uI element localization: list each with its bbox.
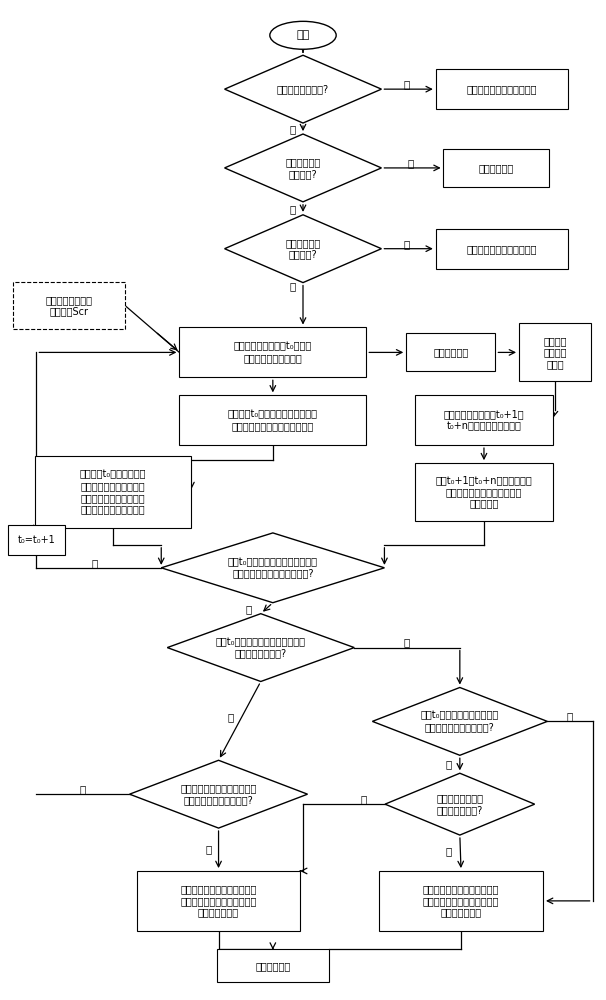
Text: 设置配电变压器的
调容定值Scr: 设置配电变压器的 调容定值Scr bbox=[45, 295, 93, 316]
Text: 是否满足从大容量工作方式切
换到小容量工作方式条件?: 是否满足从大容量工作方式切 换到小容量工作方式条件? bbox=[181, 783, 257, 805]
Text: 当前t₀时刻实时负荷小容量过
载状态电平是否为高电平?: 当前t₀时刻实时负荷小容量过 载状态电平是否为高电平? bbox=[421, 711, 499, 732]
FancyBboxPatch shape bbox=[8, 525, 65, 555]
Text: 是: 是 bbox=[404, 638, 410, 648]
Text: 当前t₀时刻调容开关实时状态电平
是否与实事负荷状态电平相等?: 当前t₀时刻调容开关实时状态电平 是否与实事负荷状态电平相等? bbox=[228, 557, 318, 579]
FancyBboxPatch shape bbox=[13, 282, 125, 329]
Text: 进行负荷预测，得到t₀+1至
t₀+n时刻的负荷预测结果: 进行负荷预测，得到t₀+1至 t₀+n时刻的负荷预测结果 bbox=[444, 409, 524, 431]
Polygon shape bbox=[225, 215, 381, 283]
Text: 切换有载调容开关，将配电变
压器从小容量工作方式切换到
大容量工作方式: 切换有载调容开关，将配电变 压器从小容量工作方式切换到 大容量工作方式 bbox=[423, 884, 499, 917]
Text: 当前t₀时刻有载调容开关实时状态
电平是否为低电平?: 当前t₀时刻有载调容开关实时状态 电平是否为低电平? bbox=[216, 637, 306, 658]
Polygon shape bbox=[225, 134, 381, 202]
Polygon shape bbox=[385, 773, 534, 835]
Polygon shape bbox=[161, 533, 384, 603]
FancyBboxPatch shape bbox=[137, 871, 300, 931]
FancyBboxPatch shape bbox=[436, 229, 568, 269]
FancyBboxPatch shape bbox=[35, 456, 191, 528]
FancyBboxPatch shape bbox=[436, 69, 568, 109]
FancyBboxPatch shape bbox=[443, 149, 549, 187]
FancyBboxPatch shape bbox=[217, 949, 328, 982]
FancyBboxPatch shape bbox=[179, 395, 367, 445]
Text: 是: 是 bbox=[290, 282, 296, 292]
FancyBboxPatch shape bbox=[179, 327, 367, 377]
Text: 记录负荷变化: 记录负荷变化 bbox=[433, 347, 468, 357]
Text: 综合控制终端闭锁记录故障: 综合控制终端闭锁记录故障 bbox=[467, 84, 538, 94]
Text: 否: 否 bbox=[227, 712, 234, 722]
Text: 上电自检是否出错?: 上电自检是否出错? bbox=[277, 84, 329, 94]
Text: 否: 否 bbox=[446, 759, 452, 769]
Polygon shape bbox=[225, 55, 381, 123]
FancyBboxPatch shape bbox=[406, 333, 496, 371]
Text: 否: 否 bbox=[290, 204, 296, 214]
Ellipse shape bbox=[270, 21, 336, 49]
Text: 否: 否 bbox=[290, 124, 296, 134]
Text: 是: 是 bbox=[360, 794, 367, 804]
Text: 保存至历
史数据存
储器中: 保存至历 史数据存 储器中 bbox=[544, 336, 567, 369]
Text: 是否满足保持小容
量工作方式条件?: 是否满足保持小容 量工作方式条件? bbox=[436, 793, 484, 815]
Text: 生成当前t₀时刻实时负荷状态电平
和实时负荷小容量过载状态电平: 生成当前t₀时刻实时负荷状态电平 和实时负荷小容量过载状态电平 bbox=[228, 409, 318, 431]
FancyBboxPatch shape bbox=[415, 463, 553, 521]
Text: 生成t₀+1至t₀+n时刻预测负荷
状态电平和预测负荷小容量过
载状态电平: 生成t₀+1至t₀+n时刻预测负荷 状态电平和预测负荷小容量过 载状态电平 bbox=[436, 475, 532, 509]
Text: 是: 是 bbox=[404, 79, 410, 89]
Text: 否: 否 bbox=[404, 239, 410, 249]
FancyBboxPatch shape bbox=[379, 871, 543, 931]
Text: 否: 否 bbox=[80, 784, 86, 794]
Text: 综合控制终端闭锁记录故障: 综合控制终端闭锁记录故障 bbox=[467, 244, 538, 254]
FancyBboxPatch shape bbox=[519, 323, 591, 381]
Text: 否: 否 bbox=[245, 604, 252, 614]
Text: 是: 是 bbox=[92, 558, 98, 568]
Text: 记录调容动作: 记录调容动作 bbox=[255, 961, 290, 971]
Text: 开始: 开始 bbox=[296, 30, 310, 40]
Text: 是: 是 bbox=[205, 844, 211, 854]
Text: 是: 是 bbox=[407, 158, 413, 168]
Text: 是: 是 bbox=[567, 711, 573, 721]
Text: 切换有载调容开关，将配电变
压器从大容量工作方式切换到
小容量工作方式: 切换有载调容开关，将配电变 压器从大容量工作方式切换到 小容量工作方式 bbox=[181, 884, 257, 917]
FancyBboxPatch shape bbox=[415, 395, 553, 445]
Polygon shape bbox=[167, 614, 355, 681]
Text: 否: 否 bbox=[446, 846, 452, 856]
Polygon shape bbox=[372, 687, 547, 755]
Text: 三相电压相序
是否正常?: 三相电压相序 是否正常? bbox=[285, 238, 321, 259]
Text: 生成当前t₀时刻调容开关
实时状态电平，开关处于
大容量位置为高电平，开
关为小容量位置为低电平: 生成当前t₀时刻调容开关 实时状态电平，开关处于 大容量位置为高电平，开 关为小… bbox=[80, 470, 146, 514]
Text: 执行手动调容: 执行手动调容 bbox=[478, 163, 514, 173]
Text: 手动调容还是
自动调容?: 手动调容还是 自动调容? bbox=[285, 157, 321, 179]
Text: 采集配电变压器当前t₀时刻实
时数据，生成实时负荷: 采集配电变压器当前t₀时刻实 时数据，生成实时负荷 bbox=[234, 342, 312, 363]
Text: t₀=t₀+1: t₀=t₀+1 bbox=[18, 535, 55, 545]
Polygon shape bbox=[130, 760, 307, 828]
